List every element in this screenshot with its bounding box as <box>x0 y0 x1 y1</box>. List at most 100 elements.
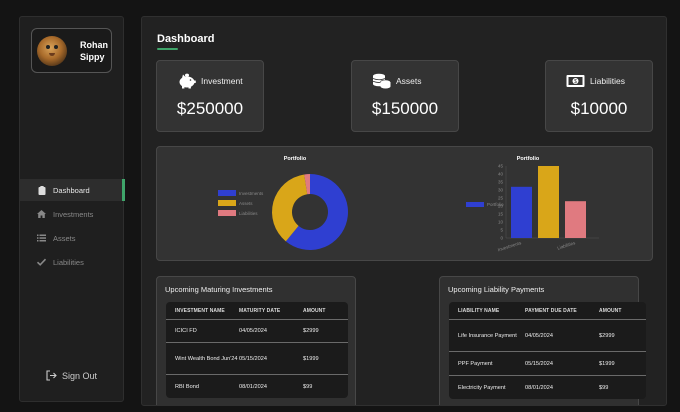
bar-legend-label: Portfolio <box>487 202 504 207</box>
table-cell: $99 <box>303 383 313 390</box>
legend-label: Assets <box>239 201 253 206</box>
column-header: PAYMENT DUE DATE <box>525 307 577 314</box>
sidebar: Rohan Sippy Dashboard Investments Assets… <box>19 16 125 402</box>
x-tick-label: Liabilities <box>557 240 577 251</box>
check-icon <box>37 258 46 267</box>
svg-text:$: $ <box>574 79 577 85</box>
liabilities-table: LIABILITY NAME PAYMENT DUE DATE AMOUNT L… <box>449 302 646 399</box>
sidebar-item-dashboard[interactable]: Dashboard <box>20 179 125 201</box>
table-title: Upcoming Maturing Investments <box>165 285 273 294</box>
bar-legend-swatch <box>466 202 484 207</box>
y-tick-label: 25 <box>498 196 504 201</box>
table-title: Upcoming Liability Payments <box>448 285 545 294</box>
y-tick-label: 30 <box>498 188 504 193</box>
liability-payments-panel: Upcoming Liability Payments LIABILITY NA… <box>439 276 646 405</box>
column-header: LIABILITY NAME <box>458 307 500 314</box>
bar-chart-title: Portfolio <box>517 156 540 162</box>
profile-card[interactable]: Rohan Sippy <box>31 28 112 73</box>
legend-swatch <box>218 210 236 216</box>
charts-panel: Portfolio Investments Assets Liabilities Por… <box>156 146 653 261</box>
list-icon <box>37 234 46 243</box>
column-header: MATURITY DATE <box>239 307 281 314</box>
table-row[interactable]: Electricity Payment 08/01/2024 $99 <box>449 375 646 399</box>
sign-out-icon <box>46 370 57 381</box>
sidebar-item-assets[interactable]: Assets <box>20 227 124 249</box>
bar <box>511 186 532 238</box>
table-row[interactable]: Wint Wealth Bond Jun'24 05/15/2024 $1999 <box>166 342 348 374</box>
piggy-bank-icon <box>177 73 196 89</box>
y-tick-label: 0 <box>500 236 503 241</box>
table-cell: 04/05/2024 <box>239 328 267 334</box>
card-value: $150000 <box>371 99 439 118</box>
table-cell: $2999 <box>599 332 615 339</box>
table-cell: Electricity Payment <box>458 384 506 391</box>
card-value: $10000 <box>570 99 628 118</box>
table-row[interactable]: Life Insurance Payment 04/05/2024 $2999 <box>449 319 646 351</box>
charts-svg: Portfolio Investments Assets Liabilities Por… <box>218 156 599 252</box>
table-cell: 05/15/2024 <box>525 360 553 367</box>
legend-label: Investments <box>239 191 264 196</box>
y-tick-label: 45 <box>498 164 504 169</box>
maturing-investments-panel: Upcoming Maturing Investments INVESTMENT… <box>156 276 356 405</box>
x-tick-label: Investments <box>497 240 522 252</box>
y-tick-label: 15 <box>498 212 504 217</box>
card-label: Assets <box>396 76 422 86</box>
liabilities-card: $ Liabilities $10000 <box>545 60 653 132</box>
table-cell: $99 <box>599 384 609 391</box>
legend-swatch <box>218 200 236 206</box>
home-icon <box>37 210 46 219</box>
y-tick-label: 10 <box>498 220 504 225</box>
sidebar-item-liabilities[interactable]: Liabilities <box>20 251 124 273</box>
assets-card: Assets $150000 <box>351 60 459 132</box>
bar <box>538 166 559 238</box>
pie-slice <box>272 174 308 242</box>
clipboard-icon <box>37 185 46 195</box>
investments-table: INVESTMENT NAME MATURITY DATE AMOUNT ICI… <box>166 302 348 398</box>
table-row[interactable]: ICICI FD 04/05/2024 $2999 <box>166 319 348 342</box>
table-cell: RBI Bond <box>175 383 199 390</box>
table-row[interactable]: RBI Bond 08/01/2024 $99 <box>166 374 348 398</box>
investment-card: Investment $250000 <box>156 60 264 132</box>
table-cell: Life Insurance Payment <box>458 332 517 339</box>
table-header: LIABILITY NAME PAYMENT DUE DATE AMOUNT <box>449 302 646 319</box>
table-cell: 08/01/2024 <box>525 384 553 391</box>
profile-name: Rohan Sippy <box>80 39 108 62</box>
pie-chart-title: Portfolio <box>284 156 307 162</box>
sidebar-item-label: Dashboard <box>53 185 90 195</box>
page-title: Dashboard <box>157 33 215 45</box>
table-header: INVESTMENT NAME MATURITY DATE AMOUNT <box>166 302 348 319</box>
column-header: AMOUNT <box>303 307 326 314</box>
money-bill-icon: $ <box>566 73 585 89</box>
table-cell: 04/05/2024 <box>525 332 553 339</box>
sidebar-nav: Dashboard Investments Assets Liabilities <box>20 179 125 275</box>
table-cell: ICICI FD <box>175 328 197 334</box>
pie-slice <box>285 174 348 250</box>
table-cell: 08/01/2024 <box>239 383 267 390</box>
column-header: AMOUNT <box>599 307 622 314</box>
card-value: $250000 <box>176 99 244 118</box>
table-cell: Wint Wealth Bond Jun'24 <box>175 355 238 362</box>
sign-out-label: Sign Out <box>62 370 98 381</box>
column-header: INVESTMENT NAME <box>175 307 225 314</box>
card-label: Investment <box>201 76 243 86</box>
y-tick-label: 20 <box>498 204 504 209</box>
coins-icon <box>372 73 391 89</box>
sign-out-button[interactable]: Sign Out <box>46 370 97 381</box>
table-cell: $1999 <box>599 360 615 367</box>
card-label: Liabilities <box>590 76 625 86</box>
sidebar-item-investments[interactable]: Investments <box>20 203 124 225</box>
y-tick-label: 5 <box>500 228 503 233</box>
main-content: Dashboard Investment $250000 Assets $150… <box>141 16 667 406</box>
sidebar-item-label: Liabilities <box>53 257 84 267</box>
table-row[interactable]: PPF Payment 05/15/2024 $1999 <box>449 351 646 375</box>
y-tick-label: 35 <box>498 180 504 185</box>
legend-swatch <box>218 190 236 196</box>
table-cell: $2999 <box>303 328 319 334</box>
avatar <box>37 35 67 66</box>
sidebar-item-label: Investments <box>53 209 94 219</box>
table-cell: 05/15/2024 <box>239 355 267 362</box>
pie-slice <box>304 174 310 195</box>
y-tick-label: 40 <box>498 172 504 177</box>
table-cell: PPF Payment <box>458 360 493 367</box>
bar <box>565 201 586 238</box>
